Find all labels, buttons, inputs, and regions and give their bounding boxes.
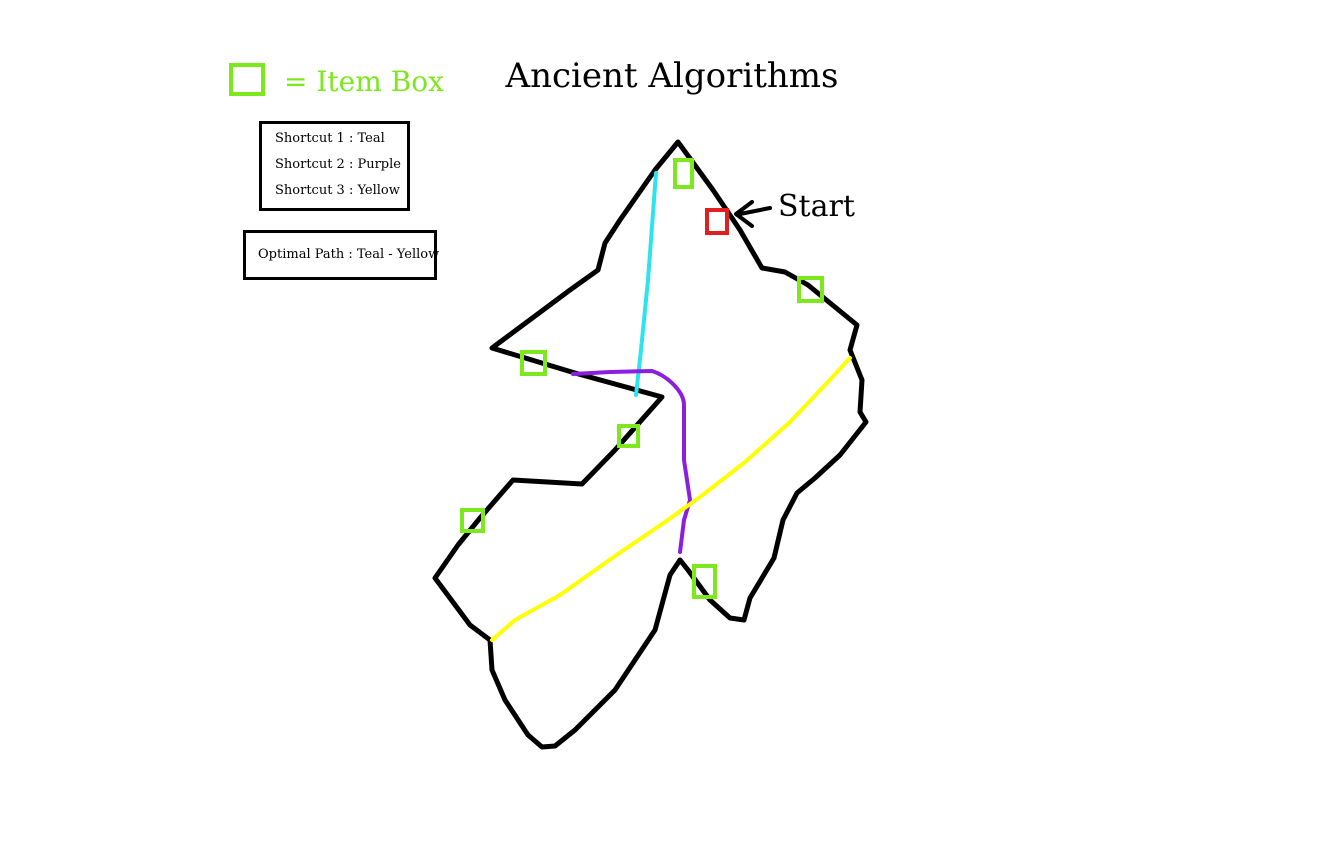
shortcuts-legend: Shortcut 1 : Teal Shortcut 2 : Purple Sh… — [259, 121, 410, 211]
item-box — [692, 564, 717, 599]
shortcut-2-label: Shortcut 2 : Purple — [275, 157, 401, 172]
item-box — [520, 350, 547, 376]
optimal-path-legend: Optimal Path : Teal - Yellow — [243, 230, 440, 280]
item-box — [797, 276, 824, 303]
item-box — [673, 158, 694, 189]
shortcut-3-label: Shortcut 3 : Yellow — [275, 183, 400, 198]
purple-shortcut-path — [571, 369, 692, 554]
item-box — [617, 424, 640, 448]
map-title: Ancient Algorithms — [505, 56, 839, 96]
shortcut-1-label: Shortcut 1 : Teal — [275, 131, 385, 146]
track-outline — [432, 139, 869, 750]
yellow-shortcut-path — [490, 356, 852, 642]
start-arrow-icon — [734, 200, 772, 228]
item-box — [460, 508, 485, 533]
teal-shortcut-path — [634, 171, 658, 397]
item-box-legend-icon — [229, 63, 265, 96]
start-box — [705, 208, 729, 235]
start-label: Start — [778, 189, 855, 224]
optimal-path-label: Optimal Path : Teal - Yellow — [258, 247, 440, 262]
item-box-legend-label: = Item Box — [284, 65, 444, 98]
